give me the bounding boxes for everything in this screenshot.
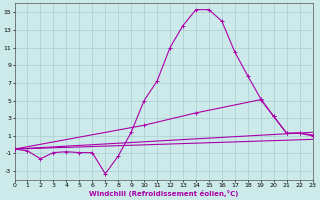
X-axis label: Windchill (Refroidissement éolien,°C): Windchill (Refroidissement éolien,°C): [89, 190, 238, 197]
